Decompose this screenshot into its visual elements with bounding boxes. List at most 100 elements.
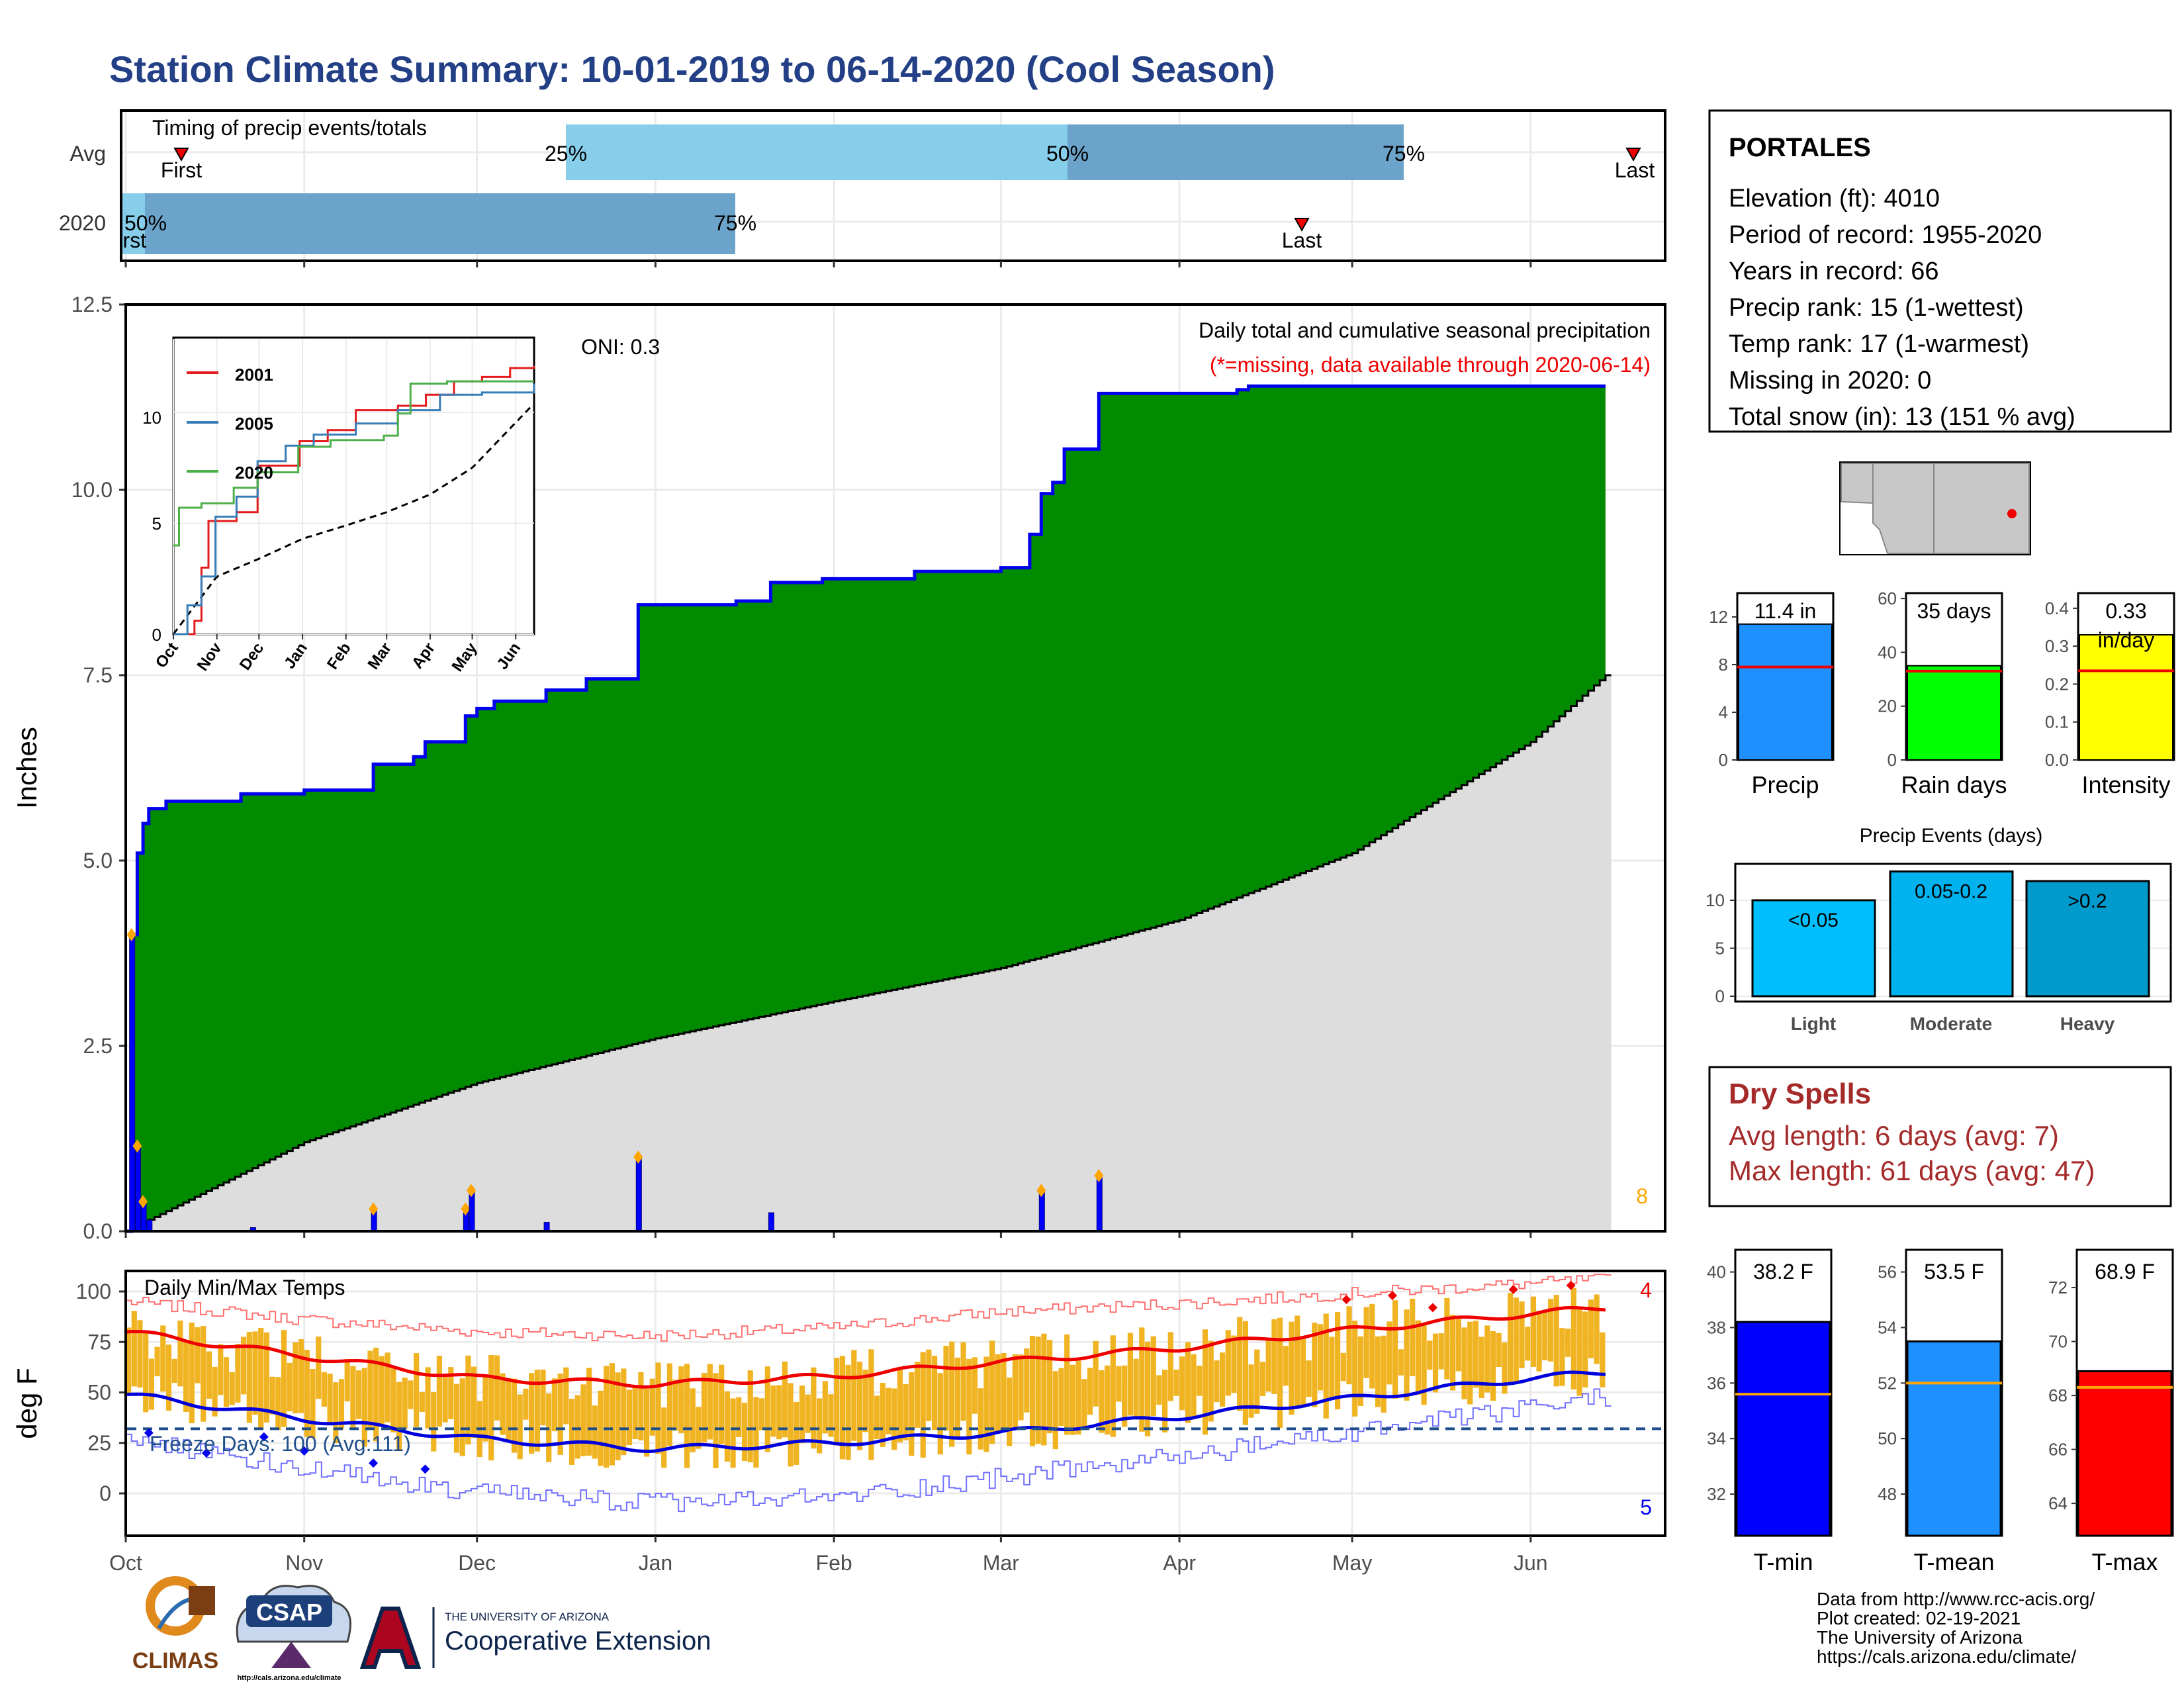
daily-temp-range	[1432, 1333, 1439, 1393]
daily-temp-range	[281, 1330, 287, 1427]
extreme-precip-marker	[461, 1202, 471, 1216]
average-min-line	[125, 1370, 1606, 1453]
daily-temp-range	[598, 1390, 604, 1466]
daily-temp-range	[799, 1385, 805, 1444]
climas-logo: CLIMAS	[132, 1576, 218, 1673]
daily-temp-range	[1064, 1334, 1070, 1435]
cumulative-precip-line	[126, 384, 1606, 1233]
y2020-last-marker	[1294, 218, 1310, 232]
daily-temp-range	[1041, 1333, 1047, 1446]
daily-temp-range	[304, 1350, 310, 1437]
daily-temp-range	[1513, 1297, 1519, 1383]
extreme-precip-marker	[1036, 1184, 1046, 1197]
daily-temp-range	[442, 1376, 448, 1423]
daily-temp-range	[131, 1311, 137, 1387]
temp-bar-tick: 38	[1707, 1317, 1726, 1337]
average-precip-line	[126, 674, 1612, 1233]
daily-temp-range	[494, 1355, 500, 1421]
daily-temp-range	[511, 1378, 518, 1453]
summary-bar-tick: 0.4	[2045, 598, 2069, 618]
daily-temp-range	[1075, 1360, 1081, 1435]
daily-precip-bar	[1038, 1190, 1045, 1232]
daily-temp-range	[1438, 1333, 1444, 1370]
temp-bar-label: T-min	[1754, 1548, 1813, 1575]
daily-temp-range	[419, 1391, 425, 1413]
daily-temp-range	[978, 1388, 983, 1450]
summary-bar-tick: 0.3	[2045, 636, 2069, 656]
avg-25-50-bar	[566, 124, 1068, 180]
daily-temp-range	[246, 1331, 252, 1423]
daily-temp-range	[367, 1350, 373, 1429]
record-high-marker	[1566, 1280, 1576, 1290]
temp-bar-value-label: 68.9 F	[2095, 1260, 2155, 1284]
station-info-line: Temp rank: 17 (1-warmest)	[1729, 330, 2029, 358]
daily-temp-range	[1047, 1340, 1053, 1434]
extreme-precip-marker	[138, 1195, 148, 1209]
daily-temp-range	[488, 1355, 494, 1461]
inset-line-2001	[173, 365, 535, 635]
temp-ytick: 50	[87, 1381, 111, 1405]
avg-p75-label: 75%	[1383, 142, 1425, 165]
dry-spells-title: Dry Spells	[1729, 1078, 1871, 1110]
daily-temp-range	[724, 1391, 730, 1462]
daily-temp-range	[241, 1336, 247, 1395]
daily-temp-range	[1536, 1311, 1542, 1372]
daily-temp-range	[223, 1357, 230, 1407]
extreme-count: 8	[1636, 1184, 1648, 1208]
daily-precip-bar	[1096, 1175, 1103, 1232]
ua-top-text: THE UNIVERSITY OF ARIZONA	[445, 1611, 610, 1623]
daily-temp-range	[1323, 1313, 1329, 1419]
daily-temp-range	[1387, 1321, 1392, 1385]
daily-temp-range	[874, 1395, 880, 1439]
daily-temp-range	[408, 1380, 414, 1409]
daily-temp-range	[206, 1351, 212, 1399]
average-max-line	[125, 1305, 1606, 1389]
event-bar-light	[1751, 899, 1876, 998]
summary-bars: 11.4 in 0 4 8 12 Precip 35 days 0 20 40 60 Rain day…	[1709, 588, 2175, 798]
daily-temp-range	[741, 1403, 748, 1462]
daily-temp-range	[390, 1368, 396, 1432]
daily-temp-range	[1363, 1307, 1369, 1378]
daily-temp-range	[604, 1366, 610, 1468]
daily-temp-range	[845, 1364, 851, 1460]
y2020-p75-label: 75%	[714, 211, 756, 235]
daily-temp-range	[621, 1368, 627, 1456]
daily-temp-range	[1289, 1321, 1295, 1415]
daily-temp-range	[649, 1378, 655, 1436]
daily-precip-bar	[146, 1219, 153, 1232]
daily-temp-range	[828, 1394, 834, 1437]
daily-temp-range	[1087, 1368, 1093, 1415]
daily-temp-range	[569, 1399, 575, 1465]
csap-logo: CSAP http://cals.arizona.edu/climate	[236, 1585, 351, 1682]
daily-temp-range	[1565, 1329, 1571, 1357]
daily-temp-range	[201, 1326, 206, 1422]
extreme-precip-marker	[132, 1139, 142, 1153]
temp-bar-value	[1906, 1340, 2002, 1537]
event-bar-heavy	[2025, 880, 2150, 998]
month-axis: Oct Nov Dec Jan Feb Mar Apr May Jun	[109, 1536, 1548, 1575]
inset-legend-2020: 2020	[235, 463, 273, 483]
record-low-marker	[144, 1428, 154, 1438]
daily-temp-range	[1001, 1352, 1007, 1430]
daily-temp-range	[316, 1336, 322, 1399]
station-info: PORTALES Elevation (ft): 4010 Period of r…	[1708, 109, 2172, 433]
daily-temp-range	[1455, 1319, 1461, 1372]
daily-temp-range	[385, 1352, 390, 1423]
daily-temp-range	[1069, 1364, 1075, 1435]
inset-line-2005	[173, 383, 535, 635]
daily-temp-range	[356, 1370, 362, 1419]
daily-temp-range	[1242, 1321, 1248, 1425]
daily-temp-range	[1093, 1340, 1099, 1407]
y2020-25-50-bar	[122, 193, 145, 254]
daily-temp-range	[1179, 1356, 1185, 1411]
dry-spells: Dry Spells Avg length: 6 days (avg: 7) M…	[1708, 1066, 2172, 1207]
precip-ytick: 10.0	[71, 478, 113, 502]
daily-temp-range	[788, 1383, 794, 1467]
daily-temp-range	[361, 1368, 367, 1447]
extreme-precip-marker	[369, 1202, 379, 1216]
daily-temp-range	[897, 1367, 903, 1443]
daily-temp-range	[586, 1368, 592, 1456]
station-info-line: Missing in 2020: 0	[1729, 367, 1931, 395]
temp-bar-tick: 56	[1878, 1262, 1897, 1282]
daily-temp-range	[1110, 1335, 1116, 1437]
